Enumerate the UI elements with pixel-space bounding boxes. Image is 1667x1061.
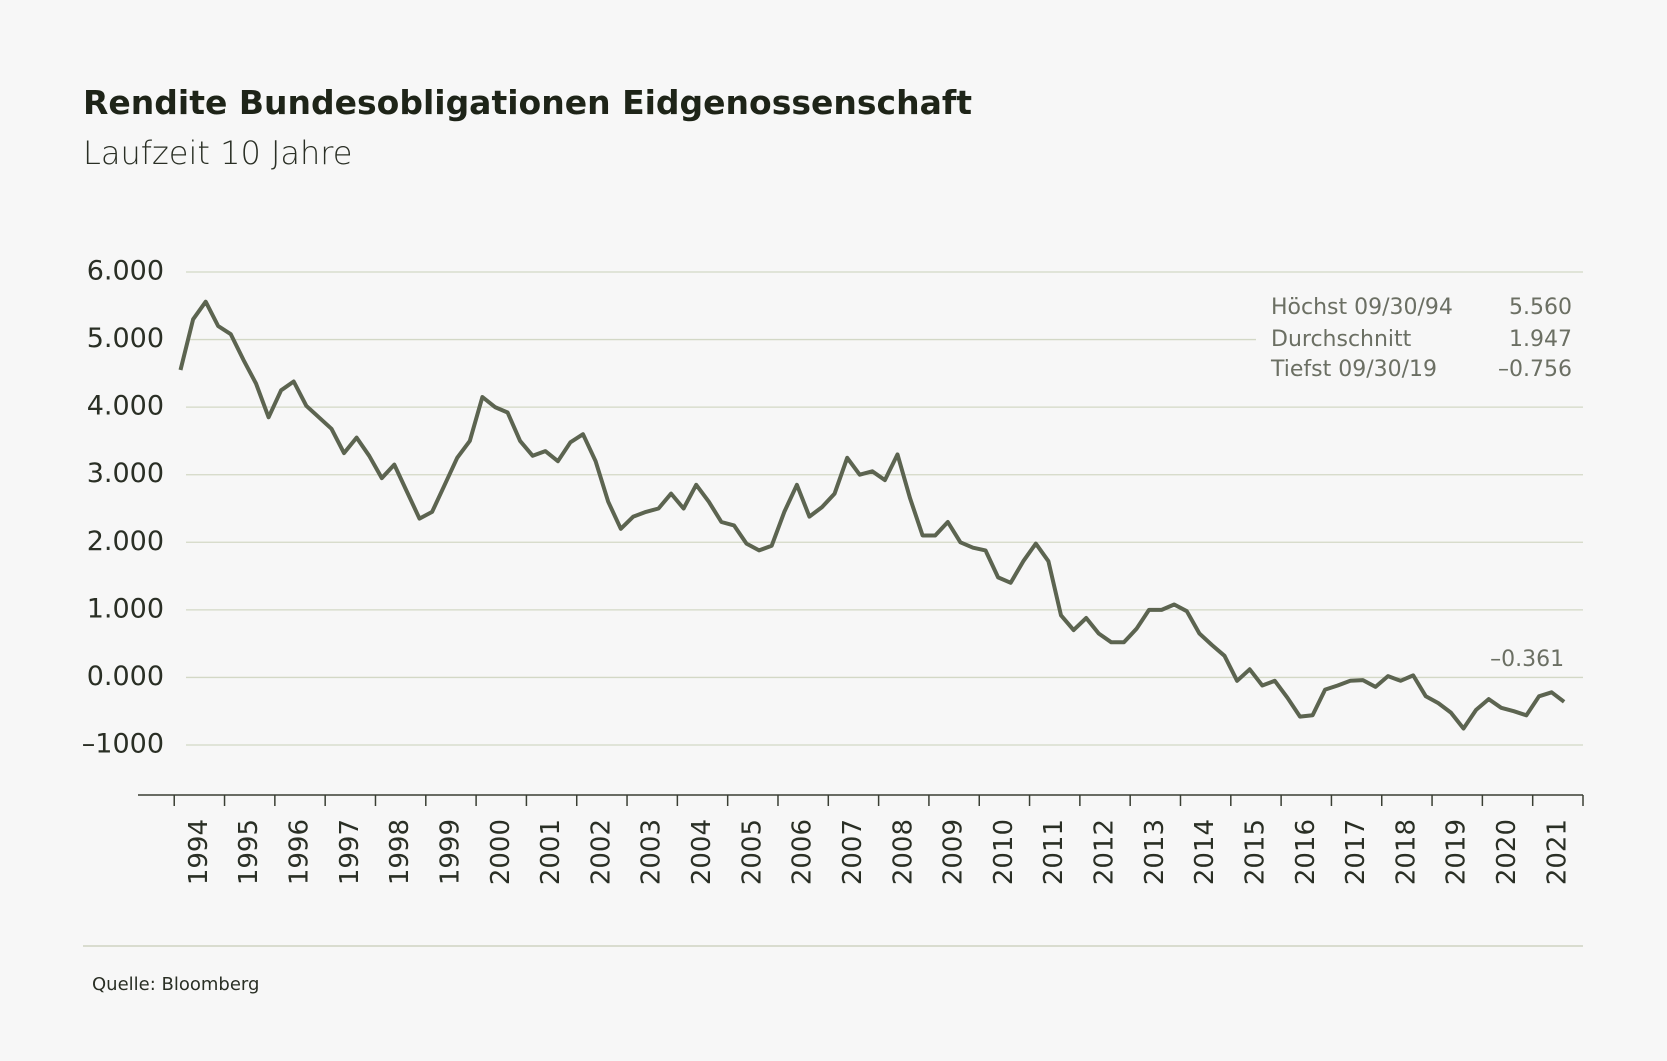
x-tick-label: 2012 xyxy=(1090,819,1120,885)
x-tick-label: 2007 xyxy=(838,819,868,885)
y-tick-label: 6.000 xyxy=(87,256,164,287)
x-tick-label: 2008 xyxy=(888,819,918,885)
x-tick-label: 2019 xyxy=(1442,819,1472,885)
y-tick-label: 5.000 xyxy=(87,323,164,354)
y-tick-label: 3.000 xyxy=(87,458,164,489)
stat-value: –0.756 xyxy=(1498,357,1572,382)
y-tick-label: 0.000 xyxy=(87,661,164,692)
x-tick-label: 2015 xyxy=(1240,819,1270,885)
source: Quelle: Bloomberg xyxy=(92,974,259,995)
x-tick-label: 1999 xyxy=(435,819,465,885)
data-line xyxy=(178,299,1566,731)
x-tick-label: 2009 xyxy=(939,819,969,885)
x-tick-label: 2016 xyxy=(1291,819,1321,885)
x-tick-label: 2000 xyxy=(486,819,516,885)
stats-background xyxy=(1256,290,1583,385)
x-tick-label: 2006 xyxy=(788,819,818,885)
x-tick-label: 1995 xyxy=(234,819,264,885)
stat-label: Tiefst 09/30/19 xyxy=(1270,357,1437,382)
stat-label: Durchschnitt xyxy=(1271,327,1412,352)
stat-label: Höchst 09/30/94 xyxy=(1271,295,1453,320)
x-tick-label: 2018 xyxy=(1391,819,1421,885)
x-tick-label: 1997 xyxy=(335,819,365,885)
x-tick-label: 2004 xyxy=(687,819,717,885)
x-tick-label: 2005 xyxy=(737,819,767,885)
x-tick-label: 2001 xyxy=(536,819,566,885)
y-tick-label: 1.000 xyxy=(87,593,164,624)
y-tick-label: 2.000 xyxy=(87,526,164,557)
x-tick-label: 2013 xyxy=(1140,819,1170,885)
chart-subtitle: Laufzeit 10 Jahre xyxy=(83,134,352,172)
x-tick-label: 2011 xyxy=(1039,819,1069,885)
x-tick-label: 2002 xyxy=(586,819,616,885)
stat-value: 5.560 xyxy=(1509,295,1572,320)
x-tick-label: 1998 xyxy=(385,819,415,885)
stat-value: 1.947 xyxy=(1509,327,1572,352)
chart-title: Rendite Bundesobligationen Eidgenossensc… xyxy=(83,83,972,122)
end-label: –0.361 xyxy=(1490,647,1564,672)
x-tick-label: 2021 xyxy=(1542,819,1572,885)
x-tick-label: 1994 xyxy=(184,819,214,885)
x-tick-label: 2010 xyxy=(989,819,1019,885)
y-tick-label: 4.000 xyxy=(87,391,164,422)
y-tick-label: –1000 xyxy=(82,729,164,760)
x-tick-label: 1996 xyxy=(285,819,315,885)
x-tick-label: 2020 xyxy=(1492,819,1522,885)
x-tick-label: 2014 xyxy=(1190,819,1220,885)
x-tick-label: 2017 xyxy=(1341,819,1371,885)
x-tick-label: 2003 xyxy=(637,819,667,885)
